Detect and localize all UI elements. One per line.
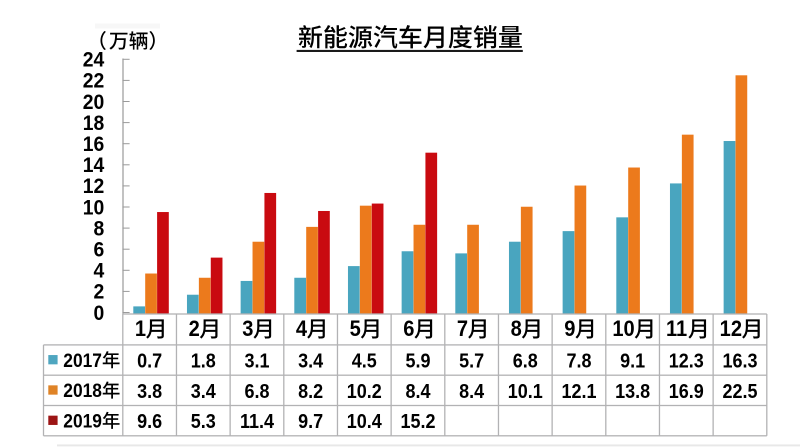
svg-text:1.8: 1.8: [191, 351, 216, 373]
svg-text:12.3: 12.3: [669, 351, 704, 373]
svg-text:20: 20: [83, 90, 105, 114]
svg-text:10.1: 10.1: [508, 381, 543, 403]
svg-text:6: 6: [403, 317, 414, 341]
svg-text:8: 8: [93, 216, 104, 240]
svg-text:4: 4: [93, 259, 104, 283]
svg-text:14: 14: [83, 153, 105, 177]
svg-text:5.7: 5.7: [459, 351, 484, 373]
svg-text:18: 18: [83, 111, 105, 135]
svg-text:9.1: 9.1: [620, 351, 645, 373]
svg-text:11.4: 11.4: [240, 411, 274, 433]
svg-text:1: 1: [135, 317, 146, 341]
svg-text:2: 2: [93, 280, 104, 304]
svg-text:22.5: 22.5: [722, 381, 757, 403]
svg-text:6.8: 6.8: [513, 351, 538, 373]
svg-text:11: 11: [666, 317, 687, 341]
svg-text:2: 2: [189, 317, 200, 341]
svg-text:10: 10: [83, 195, 105, 219]
svg-text:0: 0: [93, 301, 104, 325]
svg-text:16: 16: [83, 132, 105, 156]
svg-text:13.8: 13.8: [615, 381, 650, 403]
svg-text:16.9: 16.9: [669, 381, 704, 403]
svg-text:12: 12: [720, 317, 742, 341]
svg-text:5.9: 5.9: [405, 351, 430, 373]
svg-text:8.2: 8.2: [298, 381, 323, 403]
svg-text:5.3: 5.3: [191, 411, 216, 433]
svg-text:15.2: 15.2: [400, 411, 435, 433]
svg-text:6.8: 6.8: [244, 381, 269, 403]
svg-text:10: 10: [612, 317, 634, 341]
svg-text:12: 12: [83, 174, 105, 198]
svg-text:8.4: 8.4: [459, 381, 484, 403]
svg-text:3.8: 3.8: [137, 381, 162, 403]
svg-text:3.4: 3.4: [298, 351, 323, 373]
svg-text:9.6: 9.6: [137, 411, 162, 433]
svg-text:2019: 2019: [63, 409, 102, 431]
svg-text:4.5: 4.5: [352, 351, 377, 373]
svg-text:2018: 2018: [63, 379, 102, 401]
svg-text:0.7: 0.7: [137, 351, 162, 373]
svg-text:5: 5: [350, 317, 361, 341]
svg-text:12.1: 12.1: [561, 381, 596, 403]
svg-text:9.7: 9.7: [298, 411, 323, 433]
svg-text:16.3: 16.3: [722, 351, 757, 373]
svg-text:6: 6: [93, 238, 104, 262]
svg-text:7: 7: [457, 317, 468, 341]
svg-text:8: 8: [511, 317, 522, 341]
svg-text:3.4: 3.4: [191, 381, 216, 403]
svg-text:3.1: 3.1: [244, 351, 269, 373]
svg-text:3: 3: [242, 317, 253, 341]
svg-text:7.8: 7.8: [566, 351, 591, 373]
svg-text:24: 24: [83, 48, 105, 72]
svg-text:2017: 2017: [63, 349, 102, 371]
svg-text:10.2: 10.2: [347, 381, 382, 403]
svg-text:10.4: 10.4: [347, 411, 382, 433]
svg-text:4: 4: [296, 317, 307, 341]
svg-text:8.4: 8.4: [405, 381, 430, 403]
svg-text:22: 22: [83, 69, 105, 93]
svg-text:9: 9: [564, 317, 575, 341]
